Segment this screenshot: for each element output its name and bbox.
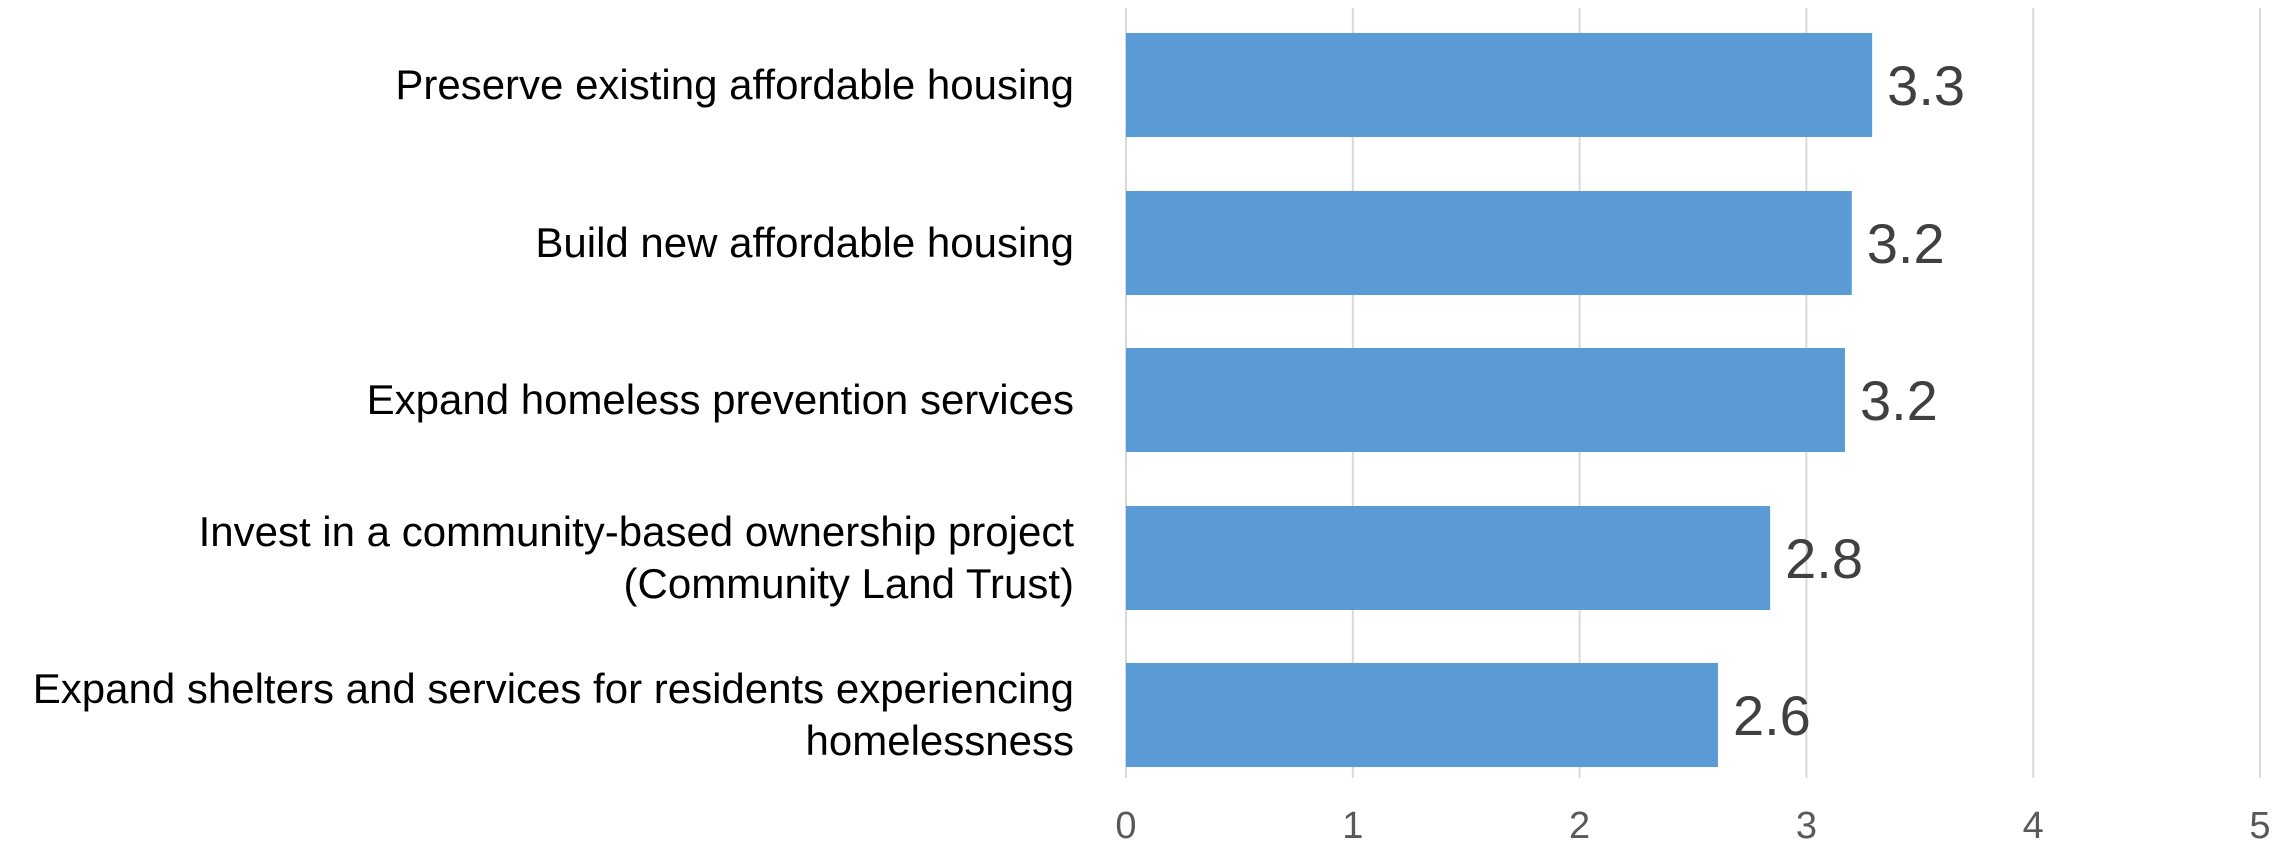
x-axis-ticks: 0 1 2 3 4 5 [1115, 805, 2270, 847]
category-label-line: Build new affordable housing [535, 219, 1074, 266]
data-label: 3.2 [1860, 369, 1938, 432]
x-tick-label: 0 [1115, 805, 1136, 847]
category-label: Expand shelters and services for residen… [33, 665, 1074, 764]
bar [1126, 506, 1771, 610]
data-label: 2.6 [1733, 684, 1811, 747]
category-label-line: Preserve existing affordable housing [395, 61, 1074, 108]
x-tick-label: 2 [1569, 805, 1590, 847]
category-label: Expand homeless prevention services [367, 376, 1074, 423]
data-label: 2.8 [1785, 527, 1863, 590]
bar [1126, 191, 1852, 295]
category-label-line: Expand homeless prevention services [367, 376, 1074, 423]
category-label-line: (Community Land Trust) [624, 560, 1074, 607]
data-label: 3.2 [1867, 212, 1945, 275]
category-label-line: Invest in a community-based ownership pr… [199, 508, 1075, 555]
category-label: Build new affordable housing [535, 219, 1074, 266]
bars [1126, 33, 1873, 767]
category-label-line: homelessness [806, 717, 1074, 764]
x-tick-label: 5 [2249, 805, 2270, 847]
bar [1126, 663, 1718, 767]
x-tick-label: 1 [1342, 805, 1363, 847]
data-labels: 3.3 3.2 3.2 2.8 2.6 [1733, 54, 1965, 747]
category-label: Invest in a community-based ownership pr… [199, 508, 1075, 607]
bar [1126, 33, 1873, 137]
category-labels: Preserve existing affordable housing Buil… [33, 61, 1075, 764]
category-label-line: Expand shelters and services for residen… [33, 665, 1074, 712]
data-label: 3.3 [1887, 54, 1965, 117]
x-tick-label: 4 [2023, 805, 2044, 847]
x-tick-label: 3 [1796, 805, 1817, 847]
bar [1126, 348, 1845, 452]
category-label: Preserve existing affordable housing [395, 61, 1074, 108]
